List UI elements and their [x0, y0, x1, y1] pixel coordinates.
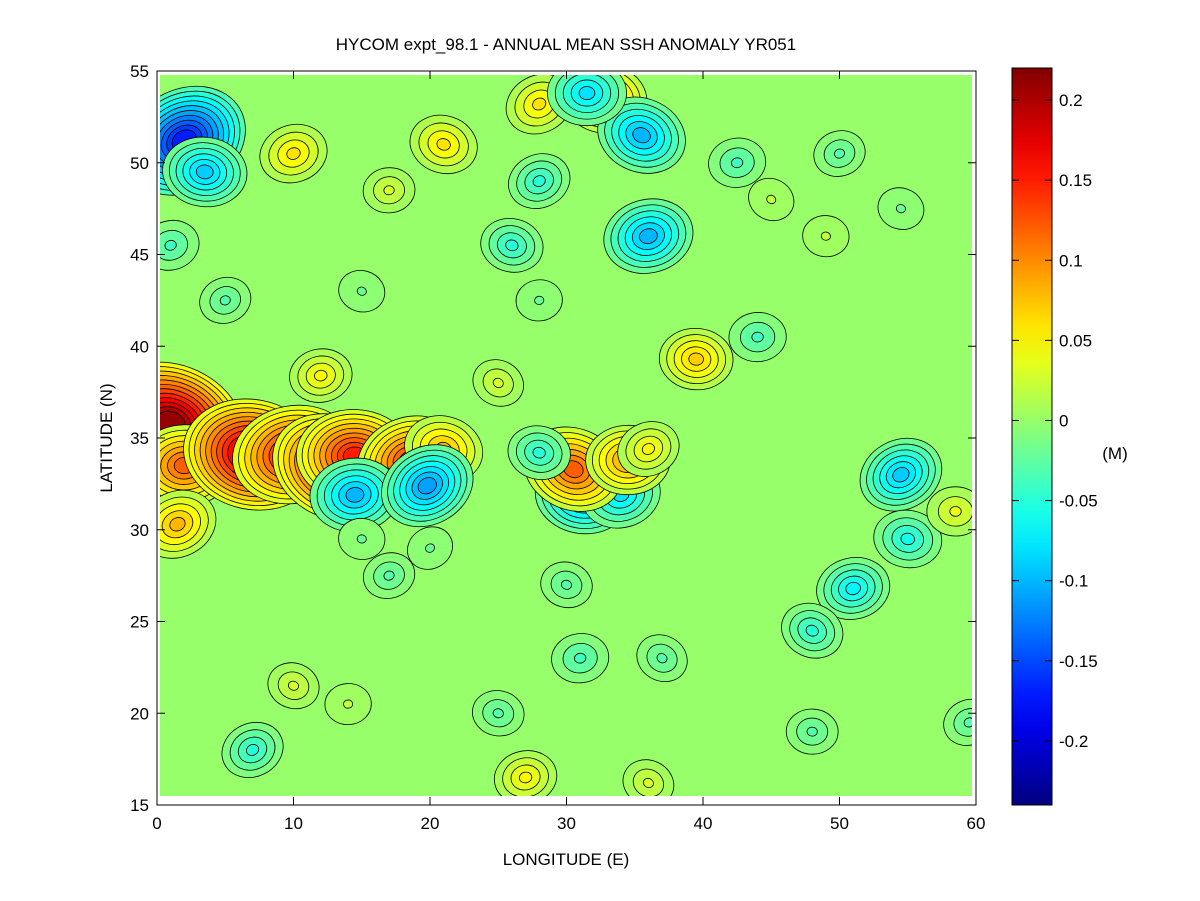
- x-tick-label: 60: [967, 814, 986, 833]
- x-axis-label: LONGITUDE (E): [503, 850, 630, 869]
- y-tick-label: 45: [130, 246, 149, 265]
- anomaly-feature: [381, 444, 474, 528]
- anomaly-feature: [472, 690, 525, 737]
- anomaly-feature: [493, 750, 558, 805]
- anomaly-feature: [617, 421, 680, 477]
- x-tick-label: 0: [152, 814, 161, 833]
- anomaly-feature: [338, 270, 386, 313]
- y-axis-label: LATITUDE (N): [97, 383, 116, 492]
- colorbar-tick-label: 0.05: [1059, 331, 1092, 350]
- anomaly-feature: [813, 130, 866, 177]
- anomaly-feature: [362, 167, 416, 214]
- x-tick-label: 50: [830, 814, 849, 833]
- anomaly-feature: [267, 662, 320, 710]
- anomaly-feature: [362, 552, 416, 599]
- anomaly-feature: [748, 177, 795, 222]
- x-tick-label: 30: [557, 814, 576, 833]
- anomaly-feature: [781, 602, 844, 659]
- colorbar-tick-label: 0.15: [1059, 171, 1092, 190]
- anomaly-feature: [309, 457, 401, 533]
- anomaly-feature: [636, 634, 688, 683]
- anomaly-feature: [873, 509, 943, 569]
- y-tick-label: 40: [130, 337, 149, 356]
- anomaly-feature: [926, 486, 976, 537]
- colorbar-tick-label: -0.15: [1059, 652, 1098, 671]
- anomaly-feature: [540, 561, 593, 609]
- plot-area: [156, 70, 977, 806]
- anomaly-feature: [409, 114, 478, 174]
- colorbar-tick-label: 0.1: [1059, 251, 1083, 270]
- anomaly-feature: [603, 198, 694, 274]
- anomaly-feature: [551, 633, 610, 684]
- anomaly-feature: [480, 218, 544, 273]
- anomaly-feature: [877, 187, 925, 230]
- anomaly-feature: [597, 96, 686, 174]
- anomaly-feature: [802, 215, 850, 258]
- anomaly-feature: [199, 276, 252, 324]
- x-tick-label: 10: [284, 814, 303, 833]
- y-tick-label: 35: [130, 429, 149, 448]
- anomaly-feature: [472, 359, 524, 407]
- colorbar-scale: [1011, 67, 1053, 806]
- anomaly-feature: [785, 708, 839, 755]
- anomaly-feature: [162, 136, 248, 208]
- colorbar-label: (M): [1102, 444, 1127, 463]
- anomaly-feature: [547, 71, 627, 127]
- y-tick-label: 55: [130, 62, 149, 81]
- y-axis: 15 20 25 30 35 40 45 50 55: [130, 62, 976, 815]
- x-tick-label: 40: [694, 814, 713, 833]
- anomaly-feature: [728, 312, 787, 363]
- anomaly-feature: [505, 73, 573, 135]
- colorbar: -0.2 -0.15 -0.1 -0.05 0 0.05 0.1 0.15 0.2: [1011, 67, 1098, 806]
- anomaly-feature: [943, 698, 976, 746]
- y-tick-label: 50: [130, 154, 149, 173]
- anomaly-feature: [338, 517, 386, 560]
- anomaly-feature: [221, 721, 284, 778]
- anomaly-feature: [708, 137, 767, 188]
- y-tick-label: 25: [130, 613, 149, 632]
- anomaly-feature: [324, 683, 372, 726]
- anomaly-feature: [622, 759, 675, 805]
- anomaly-feature: [508, 153, 571, 209]
- anomaly-feature: [507, 425, 571, 480]
- anomaly-feature: [658, 328, 734, 391]
- colorbar-tick-label: -0.2: [1059, 732, 1088, 751]
- anomaly-feature: [407, 526, 453, 570]
- chart-title: HYCOM expt_98.1 - ANNUAL MEAN SSH ANOMAL…: [336, 35, 796, 54]
- anomaly-feature: [515, 279, 563, 322]
- colorbar-tick-label: -0.05: [1059, 492, 1098, 511]
- x-axis: 0 10 20 30 40 50 60: [152, 71, 985, 833]
- colorbar-tick-label: 0.2: [1059, 91, 1083, 110]
- y-tick-label: 30: [130, 521, 149, 540]
- anomaly-feature: [289, 348, 353, 403]
- y-tick-label: 20: [130, 704, 149, 723]
- anomaly-feature: [259, 123, 328, 184]
- anomaly-feature: [859, 437, 943, 512]
- colorbar-tick-label: -0.1: [1059, 572, 1088, 591]
- x-tick-label: 20: [421, 814, 440, 833]
- anomaly-feature: [157, 220, 200, 271]
- y-tick-label: 15: [130, 796, 149, 815]
- colorbar-tick-label: 0: [1059, 411, 1068, 430]
- anomaly-feature: [816, 557, 891, 620]
